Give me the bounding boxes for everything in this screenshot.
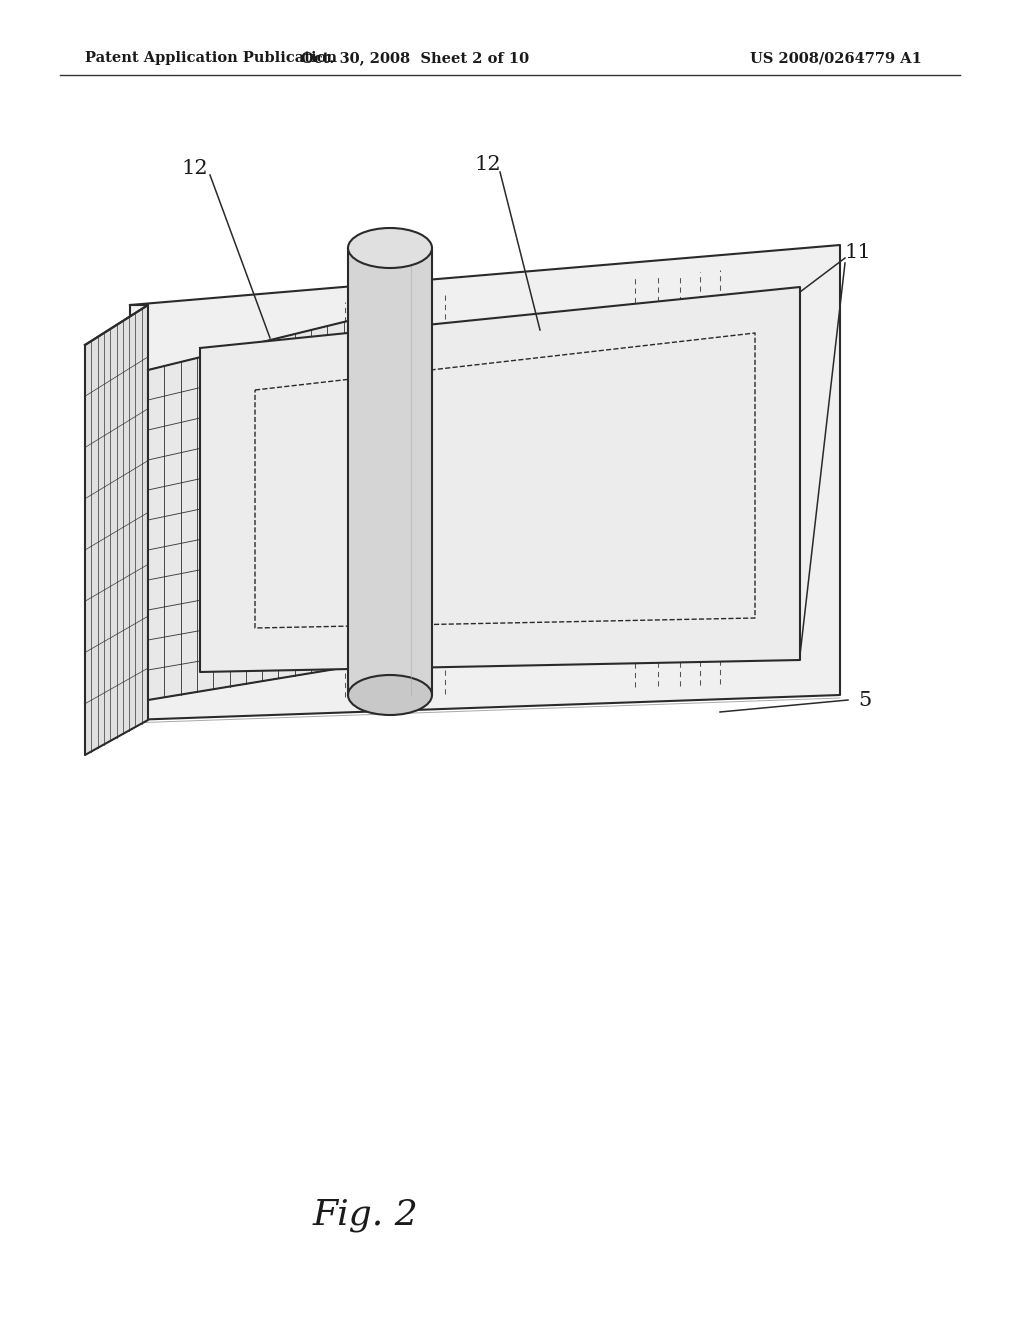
Polygon shape xyxy=(130,246,840,719)
Text: Patent Application Publication: Patent Application Publication xyxy=(85,51,337,65)
Text: Oct. 30, 2008  Sheet 2 of 10: Oct. 30, 2008 Sheet 2 of 10 xyxy=(301,51,529,65)
Ellipse shape xyxy=(348,228,432,268)
Text: 12: 12 xyxy=(475,156,502,174)
Text: 5: 5 xyxy=(858,690,871,710)
Polygon shape xyxy=(348,248,432,696)
Polygon shape xyxy=(148,318,360,700)
Text: 11: 11 xyxy=(845,243,871,263)
Polygon shape xyxy=(85,305,148,755)
Text: US 2008/0264779 A1: US 2008/0264779 A1 xyxy=(750,51,922,65)
Text: Fig. 2: Fig. 2 xyxy=(312,1199,418,1232)
Text: 12: 12 xyxy=(181,158,208,177)
Ellipse shape xyxy=(348,675,432,715)
Polygon shape xyxy=(200,286,800,672)
